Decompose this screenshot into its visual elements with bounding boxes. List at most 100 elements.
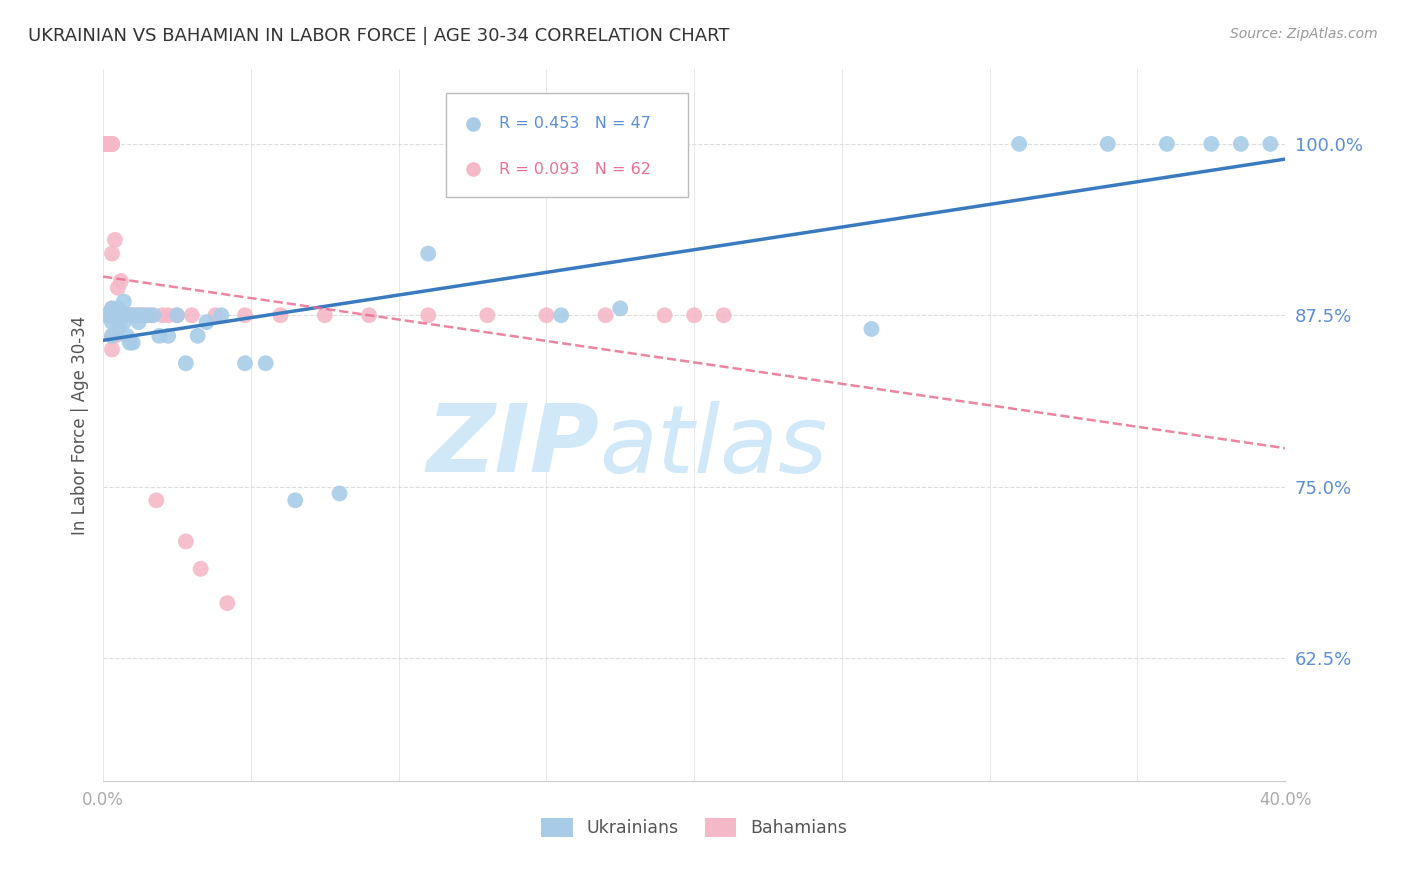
Point [107, 322, 129, 336]
Point [101, 136, 124, 151]
Point [145, 493, 167, 508]
Point [110, 308, 132, 322]
Point [118, 308, 141, 322]
Point [104, 308, 127, 322]
Point [94, 136, 117, 151]
Point [204, 308, 226, 322]
Text: R = 0.453   N = 47: R = 0.453 N = 47 [499, 117, 651, 131]
Text: UKRAINIAN VS BAHAMIAN IN LABOR FORCE | AGE 30-34 CORRELATION CHART: UKRAINIAN VS BAHAMIAN IN LABOR FORCE | A… [28, 27, 730, 45]
Point [101, 136, 124, 151]
Point [112, 308, 135, 322]
Point [104, 308, 127, 322]
Point [131, 308, 153, 322]
Point [128, 315, 150, 329]
Point [98, 136, 121, 151]
Text: atlas: atlas [599, 401, 828, 491]
Point [166, 308, 188, 322]
Point [94, 136, 117, 151]
Point [418, 308, 440, 322]
Point [107, 281, 129, 295]
Point [98, 136, 121, 151]
Point [101, 301, 124, 316]
Point [98, 136, 121, 151]
Point [1008, 136, 1031, 151]
Point [1156, 136, 1178, 151]
Point [115, 308, 138, 322]
Point [107, 308, 129, 322]
Point [654, 308, 676, 322]
Point [683, 308, 706, 322]
Point [536, 308, 558, 322]
Point [217, 596, 239, 610]
Point [94, 308, 117, 322]
Point [101, 328, 124, 343]
Point [94, 136, 117, 151]
Point [104, 308, 127, 322]
Point [713, 308, 735, 322]
Point [359, 308, 381, 322]
Point [609, 301, 631, 316]
Point [115, 308, 138, 322]
Point [101, 308, 124, 322]
Point [148, 328, 170, 343]
Point [118, 308, 141, 322]
Point [98, 136, 121, 151]
Point [134, 308, 156, 322]
Point [195, 315, 218, 329]
Point [94, 136, 117, 151]
Point [187, 328, 209, 343]
Point [107, 301, 129, 316]
Point [118, 335, 141, 350]
Point [860, 322, 883, 336]
Point [107, 308, 129, 322]
Point [104, 233, 127, 247]
Point [101, 301, 124, 316]
Point [595, 308, 617, 322]
Point [121, 308, 143, 322]
Y-axis label: In Labor Force | Age 30-34: In Labor Force | Age 30-34 [72, 315, 89, 534]
Point [477, 308, 499, 322]
Point [180, 308, 202, 322]
Point [209, 308, 232, 322]
Point [107, 308, 129, 322]
Point [142, 308, 165, 322]
Point [101, 136, 124, 151]
Point [112, 308, 135, 322]
Point [112, 294, 135, 309]
Point [157, 308, 180, 322]
Point [124, 308, 146, 322]
Point [136, 308, 159, 322]
Point [233, 356, 256, 370]
Point [124, 308, 146, 322]
Point [1017, 244, 1039, 258]
Point [254, 356, 277, 370]
Point [418, 246, 440, 260]
Point [101, 343, 124, 357]
Point [101, 315, 124, 329]
Point [128, 308, 150, 322]
Point [121, 335, 143, 350]
Point [115, 308, 138, 322]
Point [110, 308, 132, 322]
Point [110, 308, 132, 322]
Point [112, 308, 135, 322]
Point [1201, 136, 1223, 151]
Point [328, 486, 350, 500]
Point [98, 136, 121, 151]
FancyBboxPatch shape [446, 94, 688, 197]
Point [314, 308, 336, 322]
Point [166, 308, 188, 322]
Point [98, 308, 121, 322]
Point [269, 308, 291, 322]
Point [174, 534, 197, 549]
Text: R = 0.093   N = 62: R = 0.093 N = 62 [499, 161, 651, 177]
Point [112, 315, 135, 329]
Point [101, 328, 124, 343]
Point [174, 356, 197, 370]
Point [1230, 136, 1253, 151]
Point [233, 308, 256, 322]
Point [150, 308, 173, 322]
Point [284, 493, 307, 508]
Point [101, 308, 124, 322]
Point [94, 136, 117, 151]
